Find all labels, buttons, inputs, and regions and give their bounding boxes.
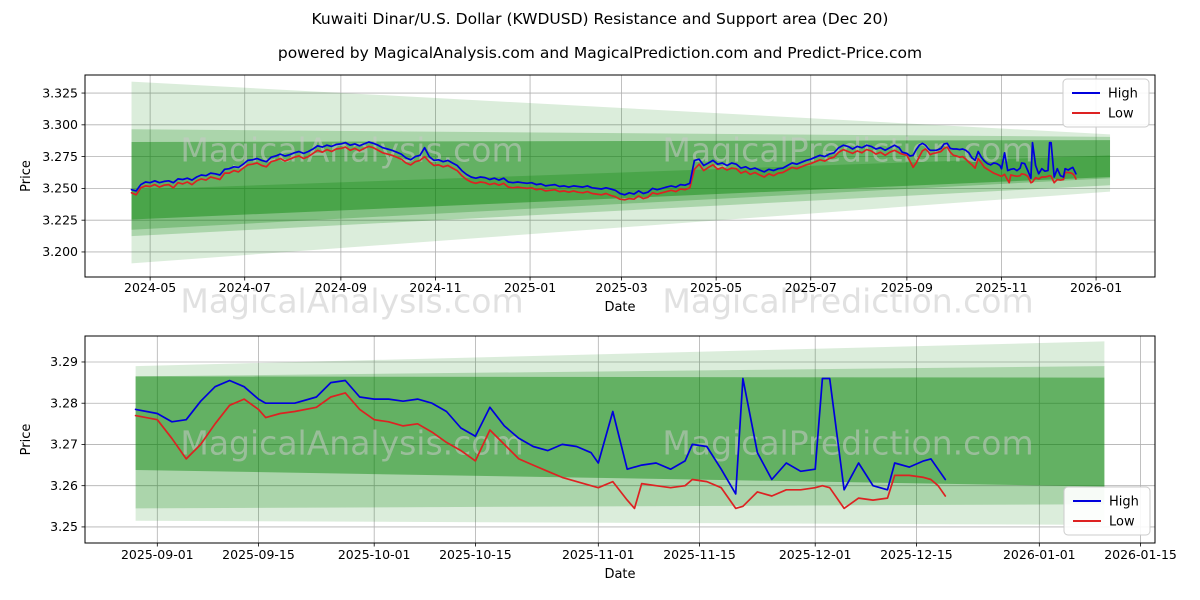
bottom-x-axis: 2025-09-01 2025-09-15 2025-10-01 2025-10-15… [121,543,1177,582]
top-y-tick-label: 3.225 [42,212,78,227]
top-support-resistance-bands [131,81,1111,264]
bottom-x-tick-label: 2025-12-01 [779,547,852,562]
bottom-y-tick-label: 3.27 [50,437,78,452]
top-y-tick-label: 3.200 [42,244,78,259]
watermark-text: MagicalAnalysis.com [180,424,523,463]
bottom-x-tick-label: 2025-09-15 [222,547,295,562]
legend-low-label: Low [1109,515,1135,530]
bottom-y-tick-label: 3.26 [50,478,78,493]
top-plot-border [84,74,1156,278]
top-chart: MagicalAnalysis.com MagicalPrediction.com… [19,74,1156,321]
top-legend: High Low [1062,78,1150,128]
top-x-tick-label: 2025-09 [881,280,933,295]
legend-high-label: High [1109,495,1139,510]
top-band-1 [131,129,1111,237]
top-x-tick-label: 2026-01 [1070,280,1122,295]
top-x-tick-label: 2025-05 [690,280,742,295]
bottom-band-0 [135,341,1105,525]
figure-title: Kuwaiti Dinar/U.S. Dollar (KWDUSD) Resis… [311,10,889,28]
top-band-2 [131,155,1111,230]
bottom-x-tick-label: 2026-01-01 [1003,547,1076,562]
top-high-line [130,141,1077,196]
top-x-tick-label: 2024-05 [124,280,176,295]
top-x-tick-label: 2025-01 [504,280,556,295]
bottom-y-tick-label: 3.28 [50,395,78,410]
watermark-text: MagicalAnalysis.com [180,282,523,321]
top-y-tick-label: 3.250 [42,181,78,196]
top-x-tick-label: 2024-09 [315,280,367,295]
bottom-high-line [134,377,947,495]
watermark-text: MagicalPrediction.com [662,424,1033,463]
top-y-tick-label: 3.325 [42,85,78,100]
legend-high-label: High [1108,87,1138,102]
bottom-low-line [134,392,947,510]
bottom-x-tick-label: 2025-12-15 [880,547,953,562]
bottom-grid [85,336,1155,543]
watermark-text: MagicalPrediction.com [662,131,1033,170]
bottom-x-tick-label: 2025-10-15 [439,547,512,562]
bottom-band-2 [135,376,1105,487]
top-y-tick-label: 3.275 [42,149,78,164]
top-watermarks: MagicalAnalysis.com MagicalPrediction.com… [180,131,1033,321]
top-band-0 [131,81,1111,264]
bottom-x-axis-title: Date [604,567,635,582]
top-y-axis-title: Price [19,160,34,192]
top-x-axis: 2024-05 2024-07 2024-09 2024-11 2025-01 2025-… [124,277,1122,315]
bottom-x-tick-label: 2025-11-01 [562,547,635,562]
figure-subtitle: powered by MagicalAnalysis.com and Magic… [277,44,923,62]
legend-low-label: Low [1108,107,1134,122]
top-x-axis-title: Date [604,300,635,315]
bottom-watermarks: MagicalAnalysis.com MagicalPrediction.com [180,424,1033,463]
top-y-axis: 3.200 3.225 3.250 3.275 3.300 3.325 Price [19,85,85,259]
bottom-chart: MagicalAnalysis.com MagicalPrediction.com… [19,335,1177,582]
top-x-tick-label: 2025-11 [975,280,1027,295]
top-band-3 [131,140,1111,220]
top-x-tick-label: 2024-07 [219,280,271,295]
watermark-text: MagicalPrediction.com [662,282,1033,321]
bottom-y-tick-label: 3.25 [50,519,78,534]
bottom-y-axis: 3.25 3.26 3.27 3.28 3.29 Price [19,354,85,534]
bottom-x-tick-label: 2025-09-01 [121,547,194,562]
bottom-support-resistance-bands [135,341,1105,525]
bottom-y-axis-title: Price [19,424,34,456]
top-x-tick-label: 2025-07 [785,280,837,295]
top-x-tick-label: 2025-03 [595,280,647,295]
top-x-tick-label: 2024-11 [409,280,461,295]
bottom-plot-border [84,335,1156,544]
bottom-y-tick-label: 3.29 [50,354,78,369]
top-low-line [130,145,1077,201]
bottom-x-tick-label: 2025-10-01 [338,547,411,562]
bottom-x-tick-label: 2026-01-15 [1104,547,1177,562]
bottom-x-tick-label: 2025-11-15 [663,547,736,562]
bottom-legend: High Low [1063,486,1151,536]
top-y-tick-label: 3.300 [42,117,78,132]
